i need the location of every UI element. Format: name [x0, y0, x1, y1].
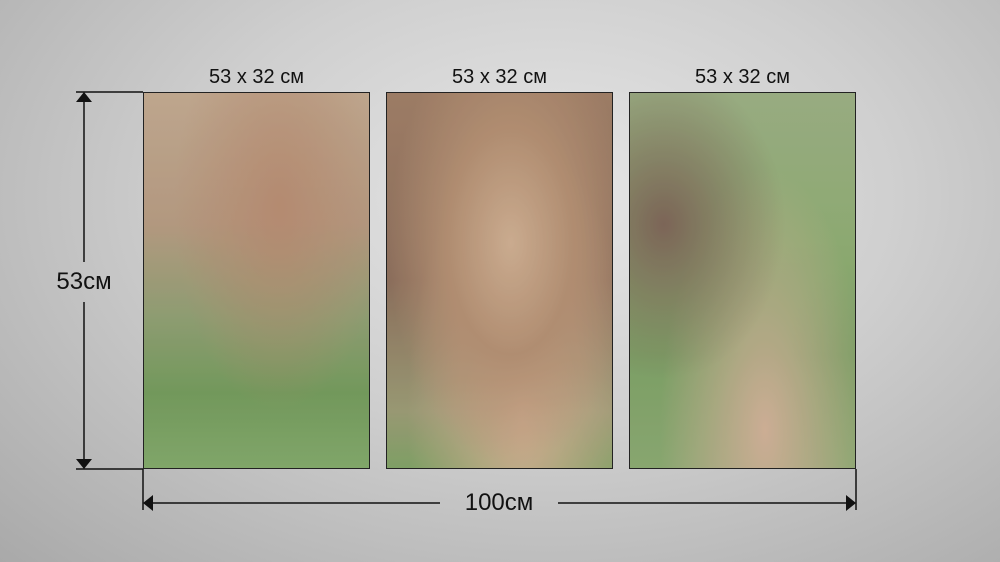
- height-label: 53см: [56, 268, 112, 295]
- arrow-up-icon: [76, 92, 92, 102]
- arrow-down-icon: [76, 459, 92, 469]
- width-label: 100см: [464, 489, 534, 516]
- arrow-right-icon: [846, 495, 856, 511]
- panel-middle-size-label: 53 x 32 см: [452, 66, 547, 88]
- panel-left-size-label: 53 x 32 см: [209, 66, 304, 88]
- arrow-left-icon: [143, 495, 153, 511]
- panel-left-image: [143, 92, 370, 469]
- panel-middle-image: [386, 92, 613, 469]
- panel-right-image: [629, 92, 856, 469]
- panel-right-size-label: 53 x 32 см: [695, 66, 790, 88]
